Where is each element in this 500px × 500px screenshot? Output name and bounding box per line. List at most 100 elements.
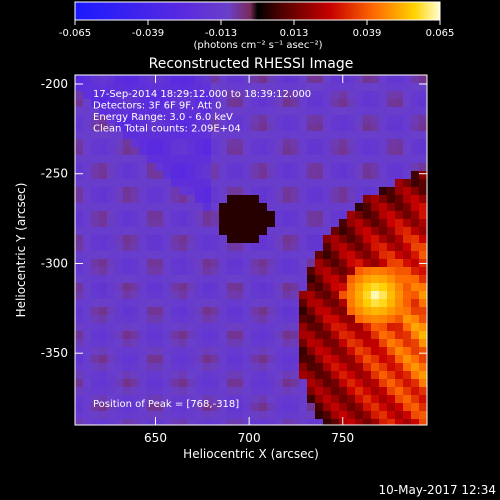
heatmap-cell xyxy=(395,187,404,196)
heatmap-cell xyxy=(363,195,372,204)
heatmap-cell xyxy=(331,243,340,252)
heatmap-cell xyxy=(371,171,380,180)
heatmap-cell xyxy=(315,307,324,316)
heatmap-cell xyxy=(395,283,404,292)
heatmap-cell xyxy=(299,131,308,140)
heatmap-cell xyxy=(147,187,156,196)
heatmap-cell xyxy=(147,291,156,300)
heatmap-cell xyxy=(339,291,348,300)
heatmap-cell xyxy=(315,355,324,364)
heatmap-cell xyxy=(219,139,228,148)
heatmap-cell xyxy=(123,91,132,100)
heatmap-cell xyxy=(275,307,284,316)
heatmap-cell xyxy=(299,291,308,300)
heatmap-cell xyxy=(139,75,148,84)
heatmap-cell xyxy=(323,355,332,364)
heatmap-cell xyxy=(379,291,388,300)
heatmap-cell xyxy=(283,355,292,364)
heatmap-cell xyxy=(355,387,364,396)
heatmap-cell xyxy=(419,363,427,372)
heatmap-cell xyxy=(307,411,316,420)
heatmap-cell xyxy=(203,131,212,140)
heatmap-cell xyxy=(323,75,332,84)
heatmap-cell xyxy=(171,259,180,268)
heatmap-cell xyxy=(267,379,276,388)
heatmap-cell xyxy=(211,187,220,196)
heatmap-cell xyxy=(155,179,164,188)
heatmap-cell xyxy=(283,331,292,340)
heatmap-cell xyxy=(347,83,356,92)
heatmap-cell xyxy=(307,139,316,148)
heatmap-cell xyxy=(75,195,84,204)
heatmap-cell xyxy=(403,107,412,116)
heatmap-cell xyxy=(251,219,260,228)
heatmap-cell xyxy=(379,163,388,172)
heatmap-cell xyxy=(275,275,284,284)
heatmap-cell xyxy=(163,147,172,156)
heatmap-cell xyxy=(115,315,124,324)
heatmap-cell xyxy=(219,355,228,364)
heatmap-cell xyxy=(419,291,427,300)
heatmap-cell xyxy=(307,251,316,260)
heatmap-cell xyxy=(219,275,228,284)
heatmap-cell xyxy=(219,235,228,244)
heatmap-cell xyxy=(371,275,380,284)
heatmap-cell xyxy=(187,171,196,180)
heatmap-cell xyxy=(291,411,300,420)
heatmap-cell xyxy=(99,259,108,268)
heatmap-cell xyxy=(419,315,427,324)
heatmap-cell xyxy=(147,419,156,425)
heatmap-cell xyxy=(123,347,132,356)
heatmap-cell xyxy=(107,275,116,284)
heatmap-cell xyxy=(419,187,427,196)
heatmap-cell xyxy=(347,147,356,156)
heatmap-cell xyxy=(411,267,420,276)
heatmap-cell xyxy=(387,99,396,108)
heatmap-cell xyxy=(187,187,196,196)
heatmap-cell xyxy=(339,315,348,324)
heatmap-cell xyxy=(243,307,252,316)
heatmap-cell xyxy=(387,163,396,172)
heatmap-cell xyxy=(267,227,276,236)
heatmap-cell xyxy=(283,227,292,236)
heatmap-cell xyxy=(395,259,404,268)
heatmap-cell xyxy=(235,363,244,372)
heatmap-cell xyxy=(91,243,100,252)
heatmap-cell xyxy=(171,187,180,196)
heatmap-cell xyxy=(131,387,140,396)
heatmap-cell xyxy=(75,387,84,396)
heatmap-cell xyxy=(203,251,212,260)
heatmap-cell xyxy=(123,147,132,156)
heatmap-cell xyxy=(411,195,420,204)
heatmap-cell xyxy=(411,387,420,396)
heatmap-cell xyxy=(83,219,92,228)
heatmap-cell xyxy=(195,315,204,324)
heatmap-cell xyxy=(99,379,108,388)
heatmap-cell xyxy=(323,195,332,204)
heatmap-cell xyxy=(235,91,244,100)
heatmap-cell xyxy=(403,291,412,300)
heatmap-cell xyxy=(347,179,356,188)
heatmap-cell xyxy=(211,283,220,292)
heatmap-cell xyxy=(299,107,308,116)
heatmap-cell xyxy=(379,331,388,340)
heatmap-cell xyxy=(339,235,348,244)
heatmap-cell xyxy=(179,163,188,172)
heatmap-cell xyxy=(83,387,92,396)
heatmap-cell xyxy=(83,299,92,308)
heatmap-cell xyxy=(363,411,372,420)
heatmap-cell xyxy=(291,227,300,236)
heatmap-cell xyxy=(123,371,132,380)
heatmap-cell xyxy=(355,251,364,260)
heatmap-cell xyxy=(99,347,108,356)
heatmap-cell xyxy=(339,403,348,412)
heatmap-cell xyxy=(139,283,148,292)
heatmap-cell xyxy=(211,355,220,364)
heatmap-cell xyxy=(147,315,156,324)
heatmap-cell xyxy=(163,291,172,300)
heatmap-cell xyxy=(171,371,180,380)
heatmap-cell xyxy=(203,155,212,164)
heatmap-cell xyxy=(379,411,388,420)
heatmap-cell xyxy=(267,123,276,132)
heatmap-cell xyxy=(195,75,204,84)
